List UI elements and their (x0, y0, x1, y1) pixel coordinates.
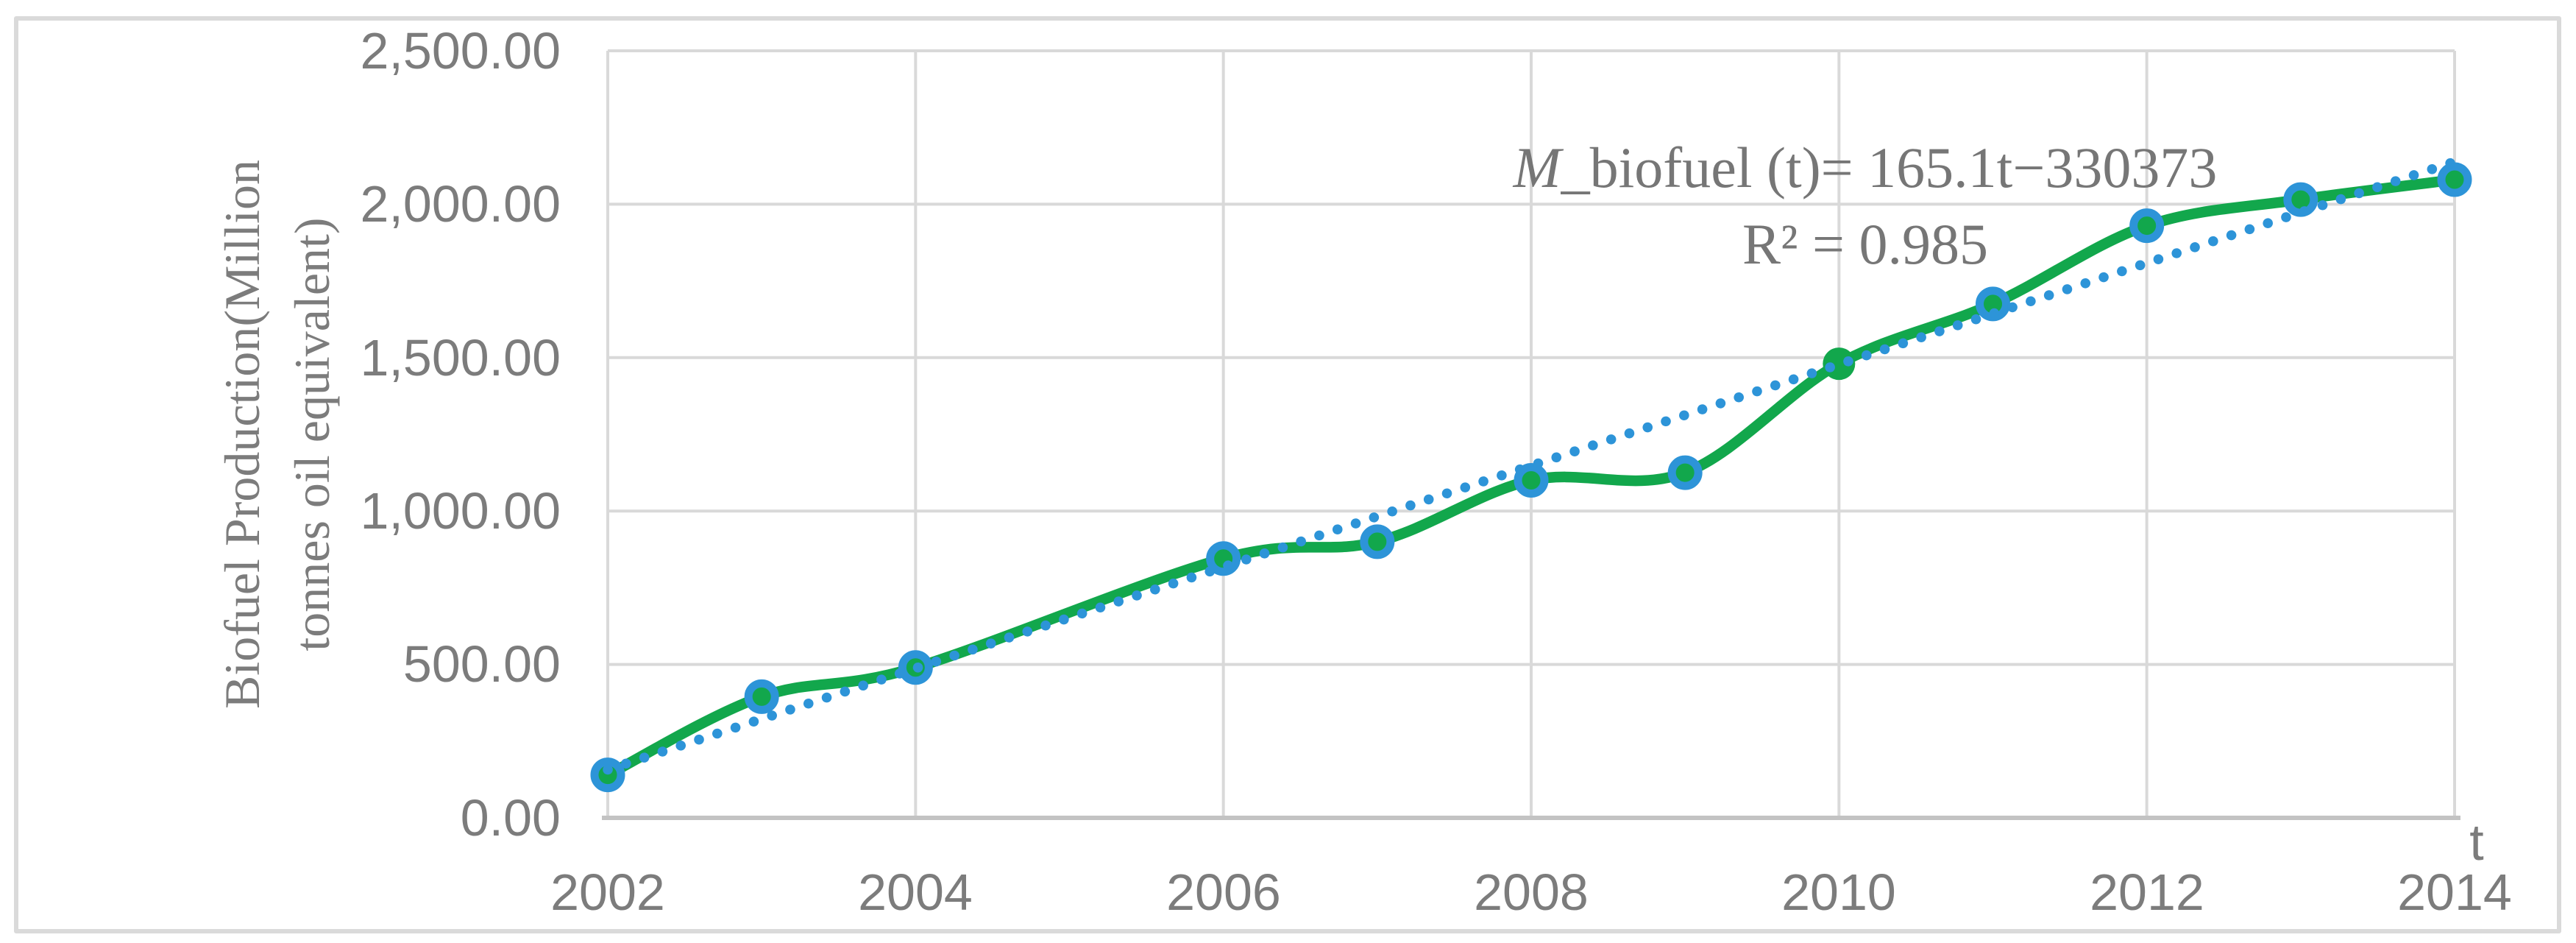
trendline-dotted (603, 156, 2460, 775)
y-tick-label: 2,500.00 (360, 22, 561, 80)
y-tick-label: 2,000.00 (360, 175, 561, 233)
y-tick-label: 0.00 (460, 789, 561, 847)
x-tick-label: 2006 (1166, 863, 1281, 921)
y-axis-title-line2: tonnes oil equivalent) (284, 217, 340, 651)
data-point-marker (1667, 455, 1703, 490)
data-point-marker (2437, 162, 2472, 197)
x-tick-label: 2010 (1781, 863, 1896, 921)
data-point-marker (1514, 463, 1549, 498)
trendline-equation: M_biofuel (t)= 165.1t−330373 R² = 0.985 (1501, 130, 2229, 283)
data-point-marker (1206, 541, 1241, 576)
x-tick-label: 2014 (2397, 863, 2512, 921)
data-point-marker (2129, 208, 2165, 244)
x-tick-label: 2012 (2090, 863, 2204, 921)
equation-variable: M (1513, 135, 1561, 199)
y-tick-label: 1,000.00 (360, 482, 561, 540)
y-axis-title-line1: Biofuel Production(Million (214, 159, 270, 710)
y-axis-title: Biofuel Production(Million tonnes oil eq… (207, 11, 347, 858)
x-axis-title: t (2469, 813, 2484, 871)
equation-body: _biofuel (t)= 165.1t−330373 (1561, 135, 2218, 199)
chart-frame (14, 16, 2561, 933)
x-tick-label: 2008 (1474, 863, 1589, 921)
data-point-marker (1360, 524, 1395, 559)
data-point-marker (590, 757, 625, 793)
x-tick-label: 2002 (550, 863, 665, 921)
x-tick-label: 2004 (858, 863, 973, 921)
y-tick-label: 1,500.00 (360, 329, 561, 386)
r-squared-label: R² = 0.985 (1742, 212, 1988, 276)
equation-line: M_biofuel (t)= 165.1t−330373 (1501, 130, 2229, 206)
data-point-marker (744, 679, 779, 714)
y-tick-label: 500.00 (402, 635, 561, 693)
